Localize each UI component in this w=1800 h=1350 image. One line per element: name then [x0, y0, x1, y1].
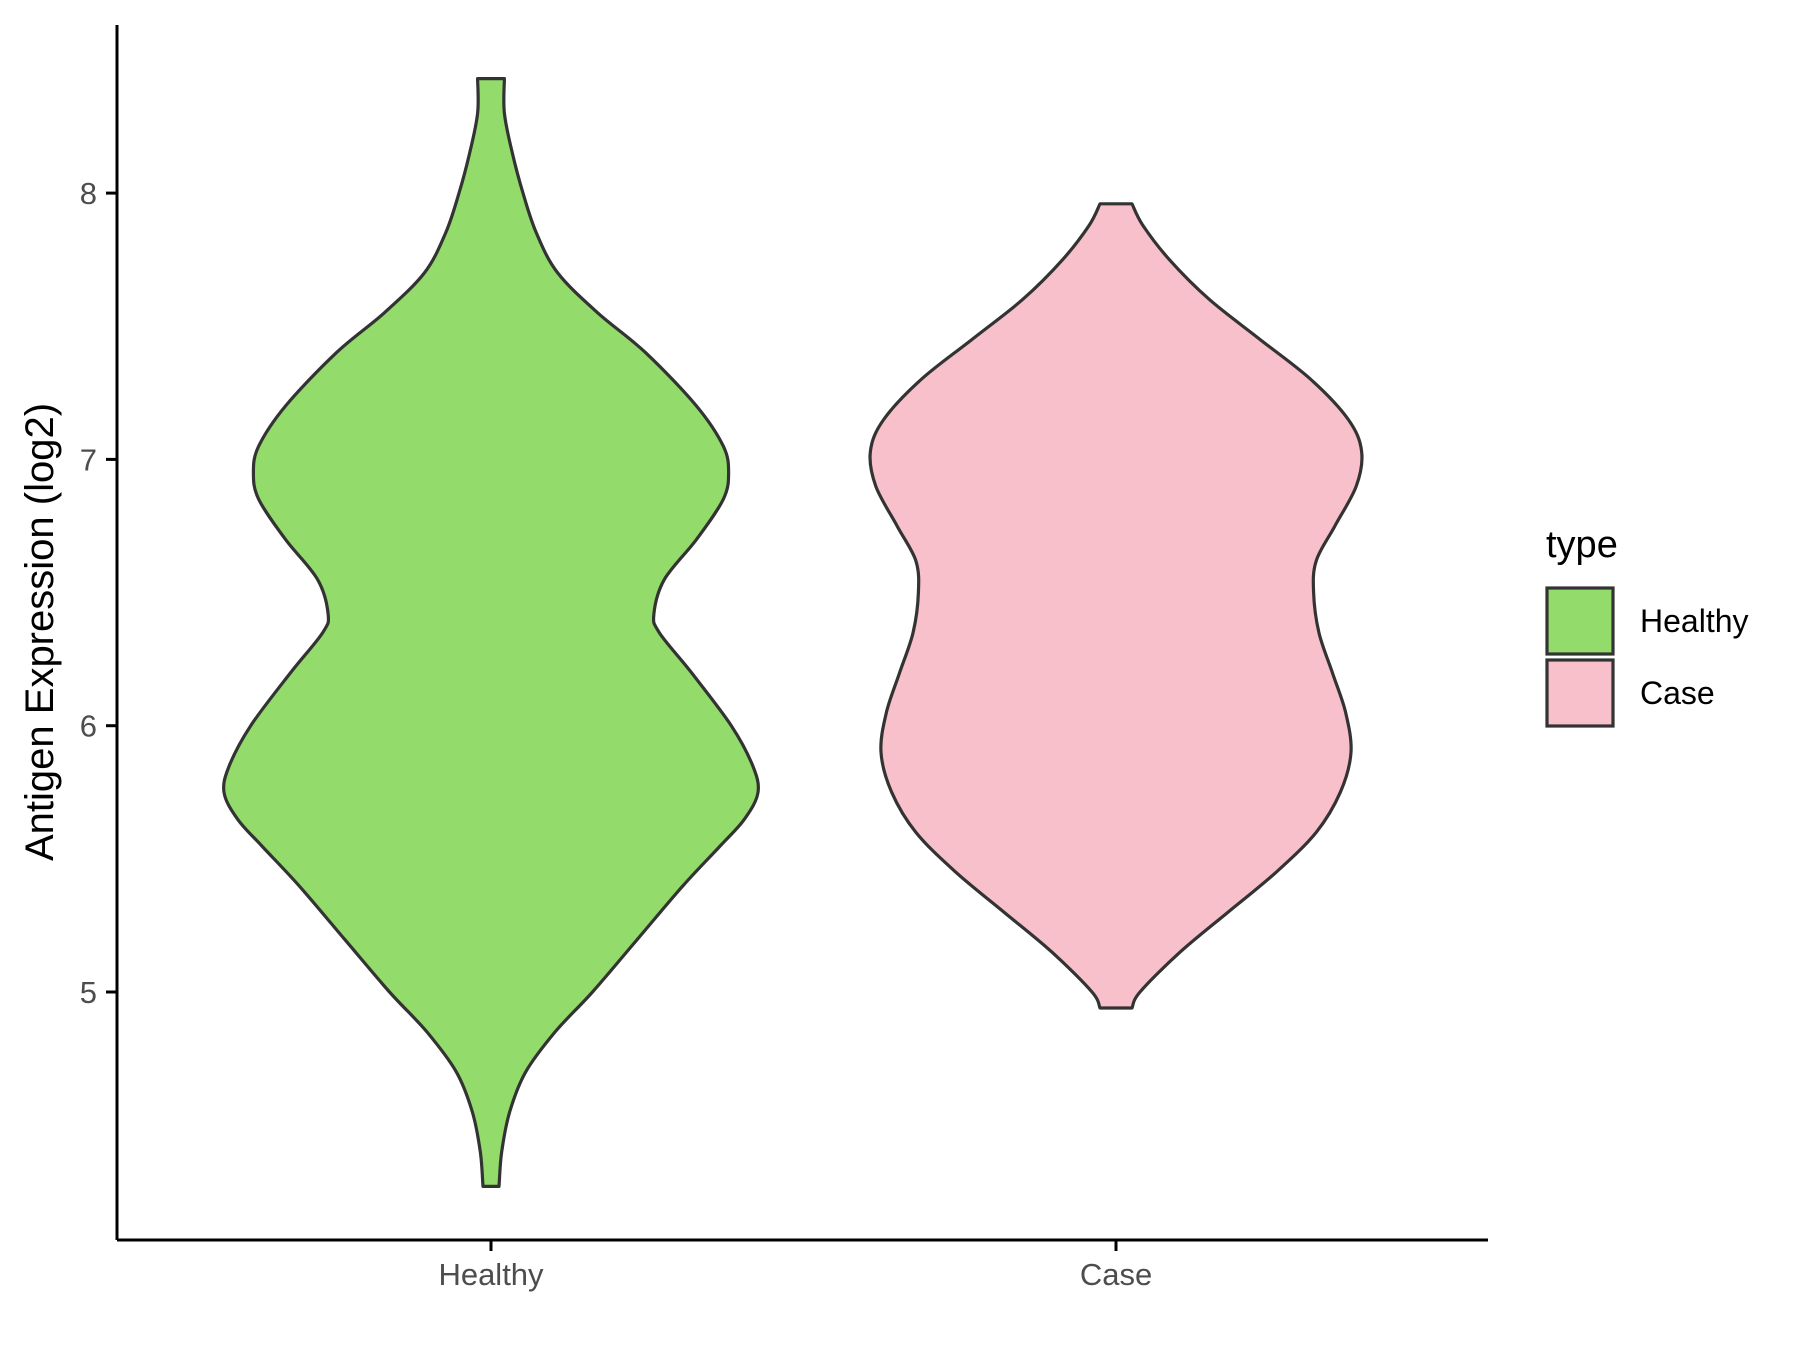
legend-label: Case [1640, 675, 1715, 711]
axes: 5 6 7 8 Healthy Case [80, 25, 1488, 1292]
violin-case [868, 202, 1364, 1010]
legend-label: Healthy [1640, 603, 1749, 639]
legend-key-case [1545, 658, 1615, 728]
legend-key-healthy [1545, 586, 1615, 656]
y-tick-label: 7 [80, 442, 97, 477]
y-tick-label: 5 [80, 975, 97, 1010]
x-ticks: Healthy Case [438, 1240, 1152, 1292]
y-tick-label: 6 [80, 709, 97, 744]
y-axis-title: Antigen Expression (log2) [18, 403, 62, 861]
violin-layer [222, 77, 1364, 1188]
x-tick-label: Case [1080, 1257, 1152, 1292]
y-ticks: 5 6 7 8 [80, 176, 117, 1010]
violin-healthy [222, 77, 760, 1188]
legend-entries: Healthy Case [1545, 586, 1749, 728]
x-tick-label: Healthy [438, 1257, 544, 1292]
legend-title: type [1546, 524, 1618, 566]
y-tick-label: 8 [80, 176, 97, 211]
legend: type Healthy Case [1545, 524, 1749, 728]
